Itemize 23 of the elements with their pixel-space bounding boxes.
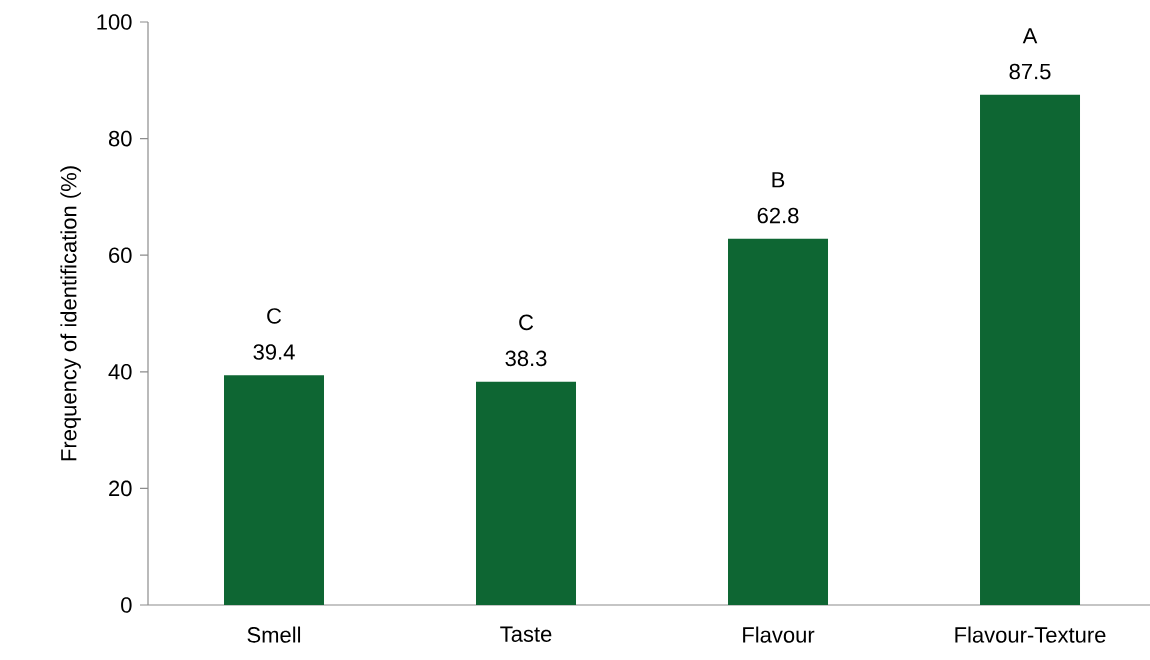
bar — [980, 94, 1081, 605]
annotation: A — [1022, 28, 1038, 44]
y-tick-label: 100 — [97, 14, 132, 30]
x-tick-label: Flavour — [743, 626, 815, 643]
annotation: C — [267, 308, 282, 324]
x-tick-label: Smell — [247, 626, 301, 643]
y-tick-label: 20 — [109, 480, 132, 497]
data-label: 39.4 — [253, 344, 295, 360]
bar — [728, 238, 829, 605]
y-tick-label: 60 — [109, 247, 132, 263]
annotation: B — [772, 172, 785, 188]
annotation: C — [519, 314, 534, 331]
y-axis-title: Frequency of identification (%) — [60, 166, 81, 461]
y-tick-label: 40 — [108, 364, 132, 380]
bar — [224, 375, 324, 605]
data-label: 62.8 — [757, 207, 799, 224]
data-label: 87.5 — [1009, 63, 1051, 80]
data-label: 38.3 — [505, 350, 547, 367]
bar — [476, 381, 576, 605]
y-tick-label: 0 — [121, 597, 132, 613]
x-tick-label: Taste — [500, 626, 552, 642]
y-tick-label: 80 — [108, 130, 132, 147]
x-tick-label: Flavour-Texture — [955, 626, 1106, 643]
